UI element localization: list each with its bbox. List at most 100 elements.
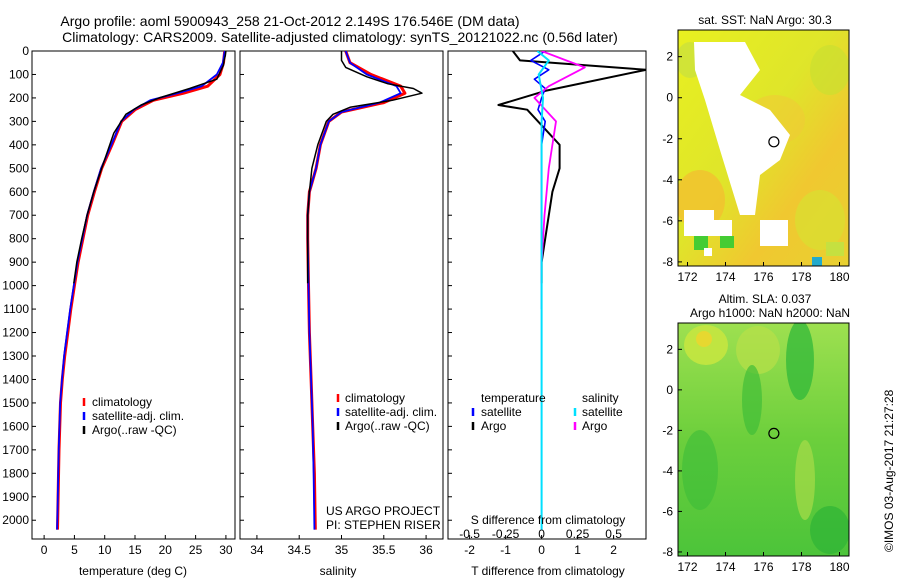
footer-credit: ©IMOS 03-Aug-2017 21:27:28 (882, 389, 896, 552)
y-tick-label: 600 (9, 185, 29, 199)
map-x-tick-label: 176 (753, 560, 773, 574)
sla-map-title: Altim. SLA: 0.037 (719, 292, 812, 306)
x-tick-label: 34.5 (288, 543, 312, 557)
y-tick-label: 0 (22, 44, 29, 58)
map-y-tick-label: -8 (662, 545, 673, 559)
difference-panel: -2 -1 0 1 2 -0.5 -0.25 0 0.25 0.5 T difference f… (447, 50, 647, 578)
series-argo-line (73, 51, 227, 284)
x2-tick-label: 0 (538, 527, 545, 541)
legend-climatology-label: climatology (345, 391, 405, 405)
map-x-tick-label: 180 (829, 560, 849, 574)
series-s-argo-line (533, 51, 586, 284)
map-x-tick-label: 178 (791, 270, 811, 284)
legend-s-argo-label: Argo (582, 419, 608, 433)
sla-map-panel: Altim. SLA: 0.037 Argo h1000: NaN h2000:… (662, 292, 850, 574)
sst-map-panel: sat. SST: NaN Argo: 30.3 (662, 13, 850, 284)
y-tick-label: 1700 (2, 443, 29, 457)
header-climatology: Climatology: CARS2009. Satellite-adjuste… (62, 29, 618, 45)
map-y-tick-label: 2 (666, 342, 673, 356)
legend-temperature-heading: temperature (481, 391, 546, 405)
map-y-tick-label: -2 (662, 132, 673, 146)
y-tick-label: 300 (9, 114, 29, 128)
series-argo-line (306, 51, 423, 284)
s-difference-xlabel: S difference from climatology (471, 513, 626, 527)
y-tick-label: 1000 (2, 279, 29, 293)
x-tick-label: 30 (219, 543, 233, 557)
x2-tick-label: 0.5 (605, 527, 622, 541)
temperature-panel: 0100200300400500600700800900100011001200… (2, 44, 236, 578)
y-tick-label: 1600 (2, 419, 29, 433)
y-tick-label: 400 (9, 138, 29, 152)
map-y-tick-label: -6 (662, 504, 673, 518)
sla-color-patches (682, 323, 849, 554)
sst-float-marker (768, 136, 780, 148)
series-s-satellite-line (536, 51, 550, 530)
x-tick-label: 25 (189, 543, 203, 557)
legend-satellite-adj-label: satellite-adj. clim. (92, 409, 184, 423)
x2-tick-label: -0.25 (492, 527, 520, 541)
header-title: Argo profile: aoml 5900943_258 21-Oct-20… (60, 13, 519, 29)
x-tick-label: 35.5 (372, 543, 396, 557)
map-y-tick-label: 2 (666, 50, 673, 64)
y-tick-label: 1100 (3, 302, 29, 316)
x-tick-label: 5 (71, 543, 78, 557)
t-difference-xlabel: T difference from climatology (471, 564, 625, 578)
x-tick-label: -1 (500, 543, 511, 557)
legend-argo-label: Argo(..raw -QC) (92, 423, 177, 437)
y-tick-label: 1800 (2, 466, 29, 480)
legend-salinity-heading: salinity (582, 391, 619, 405)
map-y-tick-label: -8 (662, 255, 673, 269)
y-tick-label: 100 (9, 67, 29, 81)
sst-missing-data (684, 42, 844, 266)
x-tick-label: 35 (335, 543, 349, 557)
x-tick-label: 0 (41, 543, 48, 557)
project-annotation: US ARGO PROJECT (326, 504, 441, 518)
x-tick-label: 1 (574, 543, 581, 557)
x-tick-label: 2 (610, 543, 617, 557)
map-x-tick-label: 172 (677, 560, 697, 574)
map-x-tick-label: 178 (791, 560, 811, 574)
y-tick-label: 900 (9, 255, 29, 269)
sla-map-subtitle: Argo h1000: NaN h2000: NaN (690, 306, 850, 320)
x-tick-label: 20 (159, 543, 173, 557)
map-x-tick-label: 172 (677, 270, 697, 284)
salinity-panel: 34 34.5 35 35.5 36 salinity climatology sate… (239, 50, 444, 578)
y-tick-label: 1300 (2, 349, 29, 363)
temperature-plot-frame (31, 50, 236, 540)
sla-float-marker (768, 427, 780, 440)
difference-plot-frame (447, 50, 647, 540)
legend-satellite-adj-label: satellite-adj. clim. (345, 405, 437, 419)
y-tick-label: 1500 (2, 396, 29, 410)
y-tick-label: 800 (9, 232, 29, 246)
temperature-xlabel: temperature (deg C) (79, 564, 187, 578)
x-tick-label: 10 (98, 543, 112, 557)
salinity-xlabel: salinity (320, 564, 357, 578)
map-y-tick-label: -2 (662, 423, 673, 437)
series-t-argo-line (497, 51, 646, 284)
salinity-plot-frame (239, 50, 444, 540)
salinity-legend: climatology satellite-adj. clim. Argo(..… (336, 391, 437, 433)
y-tick-label: 1900 (2, 490, 29, 504)
y-tick-label: 200 (9, 91, 29, 105)
y-tick-label: 500 (9, 161, 29, 175)
x2-tick-label: 0.25 (566, 527, 590, 541)
x-tick-label: 36 (419, 543, 433, 557)
legend-argo-label: Argo(..raw -QC) (345, 419, 430, 433)
legend-t-argo-label: Argo (481, 419, 507, 433)
pi-annotation: PI: STEPHEN RISER (326, 518, 441, 532)
series-climatology-line (56, 51, 227, 530)
map-x-tick-label: 180 (829, 270, 849, 284)
y-tick-label: 2000 (2, 513, 29, 527)
series-climatology-line (306, 51, 407, 530)
x-tick-label: 0 (538, 543, 545, 557)
sst-map-title: sat. SST: NaN Argo: 30.3 (698, 13, 832, 27)
map-y-tick-label: -4 (662, 173, 673, 187)
map-y-tick-label: -6 (662, 214, 673, 228)
y-tick-label: 1200 (2, 326, 29, 340)
series-satellite-adj-line (56, 51, 226, 530)
x-tick-label: 34 (250, 543, 264, 557)
legend-s-satellite-label: satellite (582, 405, 623, 419)
map-y-tick-label: 0 (666, 383, 673, 397)
